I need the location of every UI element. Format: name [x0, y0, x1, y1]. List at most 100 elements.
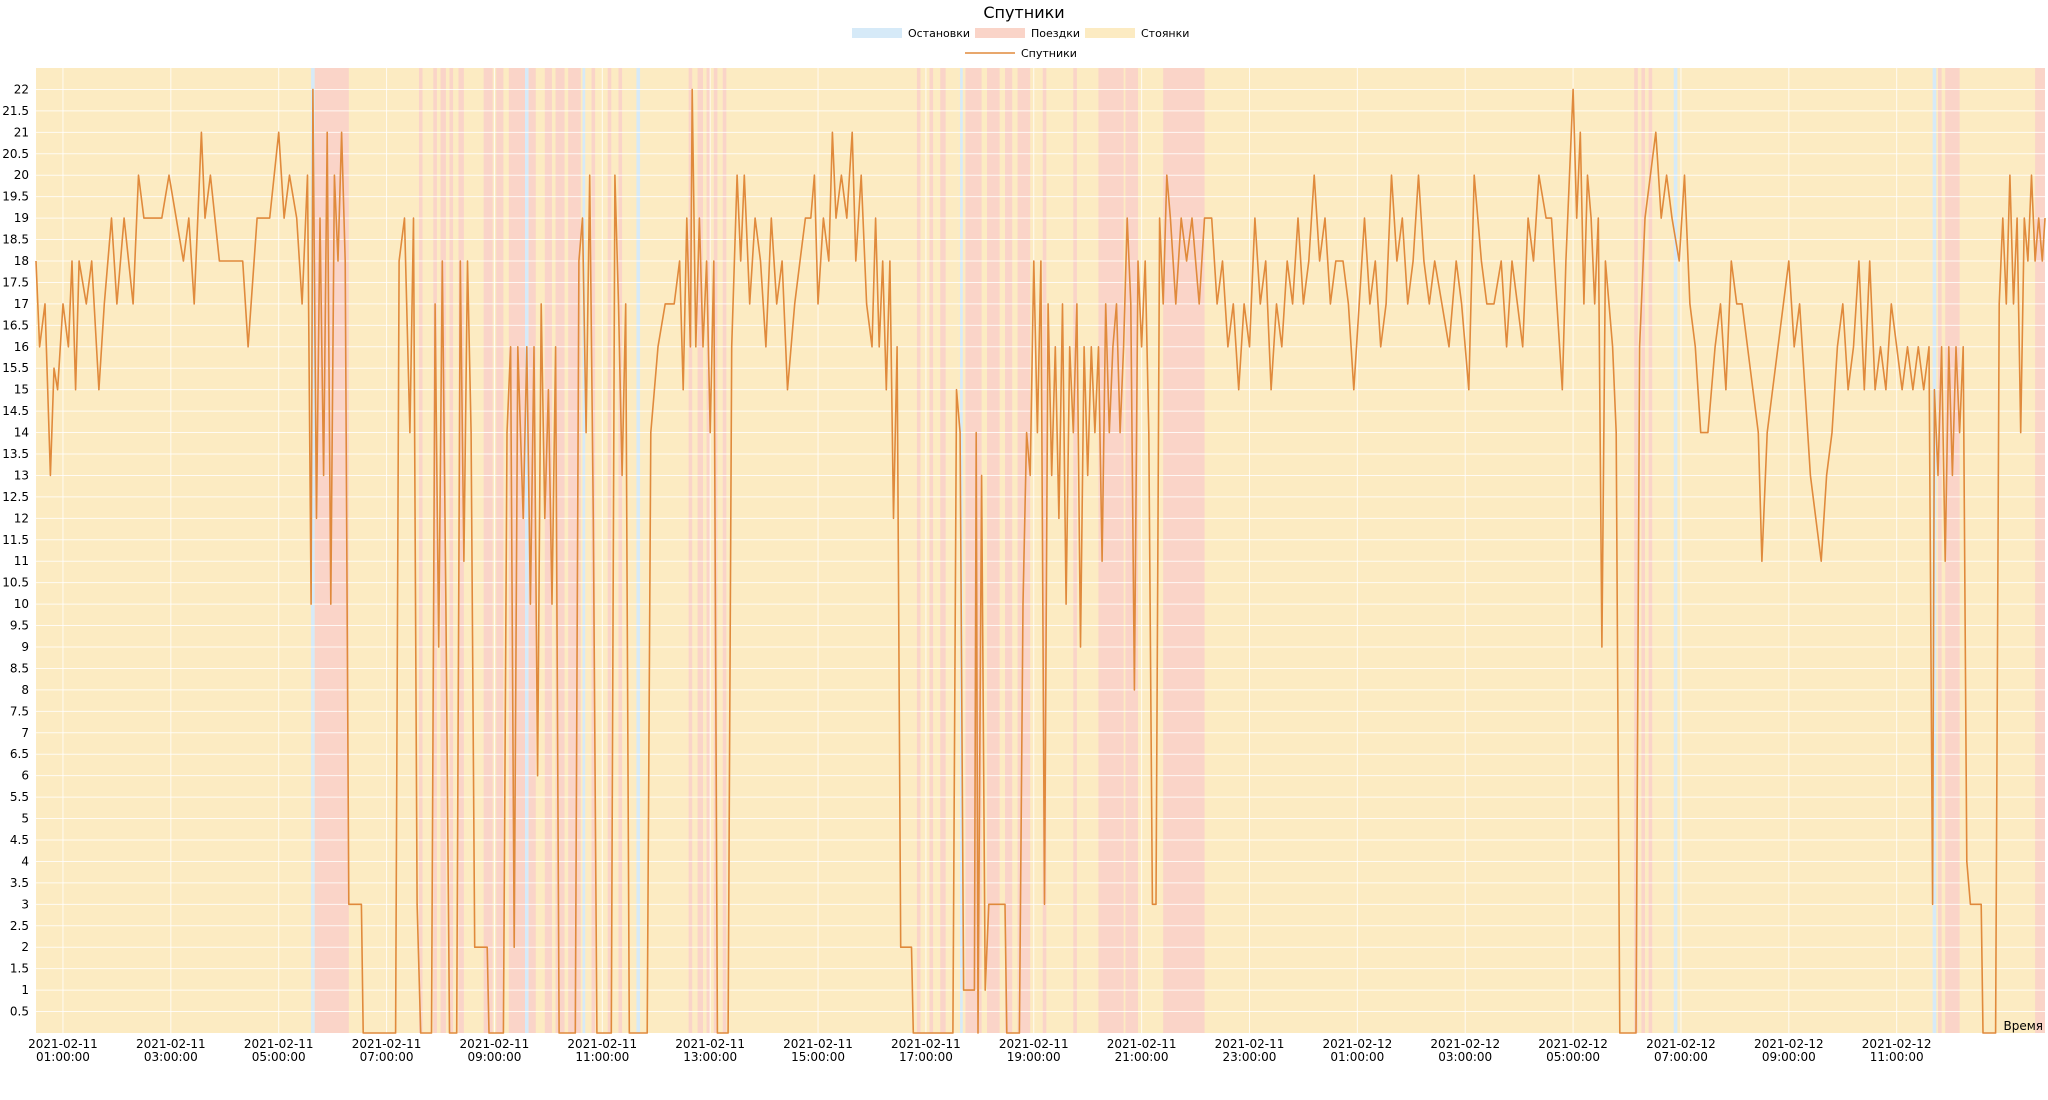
y-tick-label: 1.5: [10, 962, 29, 976]
x-tick-label-date: 2021-02-11: [352, 1037, 422, 1051]
x-tick-label-time: 11:00:00: [1870, 1050, 1924, 1064]
y-tick-label: 0.5: [10, 1005, 29, 1019]
y-tick-label: 20: [14, 168, 29, 182]
y-tick-label: 4: [21, 854, 29, 868]
band-trip: [987, 68, 1000, 1033]
y-tick-label: 3: [21, 897, 29, 911]
band-trip: [1042, 68, 1047, 1033]
y-tick-label: 17.5: [2, 275, 29, 289]
y-tick-label: 9.5: [10, 619, 29, 633]
band-trip: [722, 68, 727, 1033]
series-group: [35, 88, 2046, 1034]
y-tick-label: 6: [21, 769, 29, 783]
y-tick-label: 6.5: [10, 747, 29, 761]
x-tick-label-date: 2021-02-11: [28, 1037, 98, 1051]
x-axis: 2021-02-1101:00:002021-02-1103:00:002021…: [28, 1037, 1931, 1064]
band-trip: [544, 68, 552, 1033]
x-tick-label-time: 21:00:00: [1115, 1050, 1169, 1064]
x-tick-label-date: 2021-02-12: [1430, 1037, 1500, 1051]
band-trip: [555, 68, 565, 1033]
y-tick-label: 11: [14, 554, 29, 568]
band-stop: [636, 68, 641, 1033]
y-tick-label: 19.5: [2, 190, 29, 204]
gridlines: [36, 68, 2045, 1033]
x-tick-label-time: 07:00:00: [1654, 1050, 1708, 1064]
y-tick-label: 15.5: [2, 361, 29, 375]
y-tick-label: 10.5: [2, 576, 29, 590]
y-tick-label: 1: [21, 983, 29, 997]
x-tick-label-date: 2021-02-11: [999, 1037, 1069, 1051]
x-tick-label-date: 2021-02-11: [675, 1037, 745, 1051]
band-trip: [1648, 68, 1653, 1033]
y-tick-label: 8: [21, 683, 29, 697]
y-tick-label: 18: [14, 254, 29, 268]
y-tick-label: 8.5: [10, 661, 29, 675]
band-trip: [449, 68, 454, 1033]
band-trip: [618, 68, 623, 1033]
y-tick-label: 14.5: [2, 404, 29, 418]
x-tick-label-time: 17:00:00: [899, 1050, 953, 1064]
y-axis: 0.511.522.533.544.555.566.577.588.599.51…: [2, 82, 29, 1018]
legend-label-parking: Стоянки: [1141, 27, 1189, 40]
x-tick-label-time: 15:00:00: [791, 1050, 845, 1064]
x-tick-label-date: 2021-02-12: [1754, 1037, 1824, 1051]
x-tick-label-time: 01:00:00: [36, 1050, 90, 1064]
x-axis-label: Время: [2003, 1019, 2043, 1033]
legend-label-trips: Поездки: [1031, 27, 1080, 40]
y-tick-label: 15: [14, 383, 29, 397]
y-tick-label: 16: [14, 340, 29, 354]
band-trip: [1945, 68, 1960, 1033]
legend: Остановки Поездки Стоянки Спутники: [852, 27, 1189, 60]
x-tick-label-time: 13:00:00: [683, 1050, 737, 1064]
x-tick-label-date: 2021-02-11: [1215, 1037, 1285, 1051]
band-trip: [688, 68, 693, 1033]
x-tick-label-date: 2021-02-12: [1538, 1037, 1608, 1051]
legend-label-satellites: Спутники: [1021, 47, 1077, 60]
plot-area: [36, 68, 2045, 1033]
band-trip: [1004, 68, 1013, 1033]
x-tick-label-date: 2021-02-12: [1862, 1037, 1932, 1051]
legend-label-stops: Остановки: [908, 27, 970, 40]
band-trip: [440, 68, 446, 1033]
y-tick-label: 14: [14, 426, 29, 440]
y-tick-label: 21.5: [2, 104, 29, 118]
y-tick-label: 3.5: [10, 876, 29, 890]
band-trip: [706, 68, 711, 1033]
band-trip: [418, 68, 423, 1033]
y-tick-label: 2.5: [10, 919, 29, 933]
x-tick-label-time: 05:00:00: [1546, 1050, 1600, 1064]
band-trip: [1125, 68, 1139, 1033]
y-tick-label: 11.5: [2, 533, 29, 547]
x-tick-label-time: 23:00:00: [1223, 1050, 1277, 1064]
y-tick-label: 13: [14, 468, 29, 482]
band-trip: [1073, 68, 1077, 1033]
y-tick-label: 9: [21, 640, 29, 654]
x-tick-label-date: 2021-02-11: [1107, 1037, 1177, 1051]
band-trip: [697, 68, 703, 1033]
band-stop: [1673, 68, 1678, 1033]
x-tick-label-time: 05:00:00: [252, 1050, 306, 1064]
x-tick-label-date: 2021-02-11: [567, 1037, 637, 1051]
band-stop: [524, 68, 529, 1033]
y-tick-label: 7.5: [10, 704, 29, 718]
x-tick-label-time: 09:00:00: [467, 1050, 521, 1064]
x-tick-label-time: 19:00:00: [1007, 1050, 1061, 1064]
y-tick-label: 12: [14, 511, 29, 525]
chart-title: Спутники: [983, 3, 1064, 22]
x-tick-label-date: 2021-02-11: [136, 1037, 206, 1051]
y-tick-label: 10: [14, 597, 29, 611]
y-tick-label: 2: [21, 940, 29, 954]
x-tick-label-time: 01:00:00: [1330, 1050, 1384, 1064]
x-tick-label-time: 07:00:00: [360, 1050, 414, 1064]
y-tick-label: 21: [14, 125, 29, 139]
band-trip: [916, 68, 921, 1033]
band-trip: [1938, 68, 1942, 1033]
x-tick-label-date: 2021-02-12: [1646, 1037, 1716, 1051]
x-tick-label-time: 03:00:00: [1438, 1050, 1492, 1064]
band-stop: [582, 68, 586, 1033]
band-trip: [496, 68, 504, 1033]
band-trip: [940, 68, 946, 1033]
y-tick-label: 19: [14, 211, 29, 225]
x-tick-label-date: 2021-02-11: [891, 1037, 961, 1051]
